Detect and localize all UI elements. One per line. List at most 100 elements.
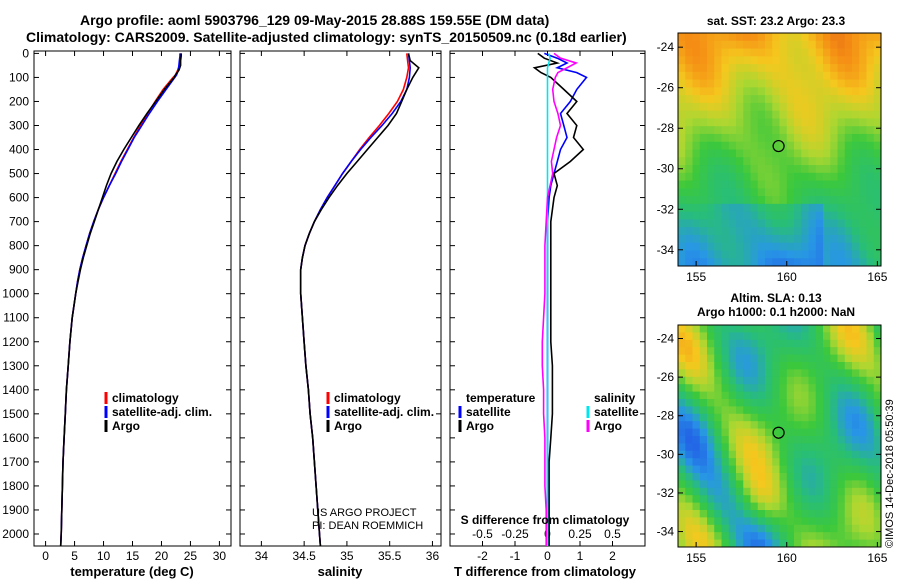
map-cell	[772, 436, 780, 444]
map-cell	[873, 391, 882, 400]
map-cell	[852, 325, 860, 333]
map-cell	[779, 465, 788, 474]
map-cell	[714, 172, 722, 182]
map-cell	[707, 110, 715, 119]
map-cell	[728, 258, 737, 267]
map-cell	[866, 421, 875, 430]
map-cell	[852, 196, 860, 205]
depth-tick-label: 100	[9, 70, 29, 84]
map-cell	[794, 87, 802, 96]
map-cell	[699, 234, 708, 244]
map-cell	[772, 376, 780, 385]
map-cell	[844, 347, 853, 356]
map-cell	[823, 133, 831, 143]
map-cell	[743, 71, 751, 81]
map-cell	[699, 56, 708, 65]
map-cell	[685, 347, 693, 356]
map-cell	[721, 188, 730, 197]
map-cell	[873, 458, 882, 467]
map-cell	[794, 126, 802, 135]
map-cell	[808, 347, 817, 356]
map-cell	[750, 369, 759, 378]
map-cell	[728, 428, 737, 437]
map-cell	[721, 465, 730, 474]
x-tick-label: 35	[340, 549, 354, 563]
map-cell	[873, 203, 882, 213]
map-cell	[808, 172, 817, 182]
map-cell	[801, 421, 809, 430]
map-cell	[808, 188, 817, 197]
map-cell	[873, 56, 882, 65]
map-cell	[873, 133, 882, 143]
credit-line1: US ARGO PROJECT	[312, 507, 417, 519]
map-cell	[844, 458, 853, 467]
map-cell	[699, 258, 708, 267]
map-cell	[678, 258, 686, 267]
map-cell	[815, 258, 824, 267]
map-cell	[786, 502, 795, 511]
map-cell	[779, 110, 788, 119]
map-cell	[808, 502, 817, 511]
map-cell	[837, 473, 846, 481]
map-cell	[830, 406, 838, 415]
map-cell	[779, 384, 788, 393]
map-cell	[678, 391, 686, 400]
map-cell	[794, 95, 802, 104]
map-cell	[801, 339, 809, 348]
map-cell	[714, 458, 722, 467]
map-cell	[772, 64, 780, 73]
map-cell	[786, 40, 795, 50]
map-cell	[772, 48, 780, 57]
map-cell	[786, 157, 795, 166]
map-cell	[786, 102, 795, 112]
map-cell	[844, 524, 853, 533]
map-lat-label: -34	[657, 525, 675, 539]
map-cell	[786, 332, 795, 341]
map-cell	[685, 362, 693, 370]
map-cell	[765, 242, 773, 251]
map-cell	[837, 421, 846, 430]
map-cell	[808, 524, 817, 533]
map-cell	[707, 495, 715, 504]
map-cell	[808, 157, 817, 166]
map-cell	[757, 428, 766, 437]
map-cell	[815, 465, 824, 474]
map-cell	[779, 502, 788, 511]
map-cell	[678, 79, 686, 88]
map-cell	[801, 391, 809, 400]
map-cell	[692, 524, 701, 533]
map-cell	[779, 180, 788, 189]
map-cell	[823, 413, 831, 422]
map-cell	[801, 250, 809, 259]
map-cell	[678, 118, 686, 127]
map-cell	[794, 517, 802, 526]
map-cell	[692, 473, 701, 481]
map-cell	[866, 118, 875, 127]
map-cell	[815, 110, 824, 119]
map-cell	[736, 149, 744, 158]
map-cell	[714, 539, 722, 548]
map-cell	[844, 172, 853, 182]
map-cell	[685, 141, 693, 150]
title-line1: Argo profile: aoml 5903796_129 09-May-20…	[80, 12, 549, 28]
map-cell	[779, 399, 788, 407]
map-cell	[786, 56, 795, 65]
map-cell	[765, 87, 773, 96]
map-cell	[765, 406, 773, 415]
map-cell	[808, 487, 817, 496]
map-cell	[728, 473, 737, 481]
map-cell	[692, 250, 701, 259]
x-tick-label: 36	[426, 549, 440, 563]
map-cell	[794, 406, 802, 415]
map-frame	[677, 32, 882, 267]
map-cell	[808, 33, 817, 42]
map-cell	[699, 532, 708, 541]
map-cell	[699, 203, 708, 213]
map-cell	[823, 347, 831, 356]
map-cell	[707, 56, 715, 65]
map-cell	[678, 234, 686, 244]
map-cell	[823, 250, 831, 259]
map-cell	[765, 339, 773, 348]
map-cell	[678, 436, 686, 444]
map-cell	[772, 227, 780, 236]
